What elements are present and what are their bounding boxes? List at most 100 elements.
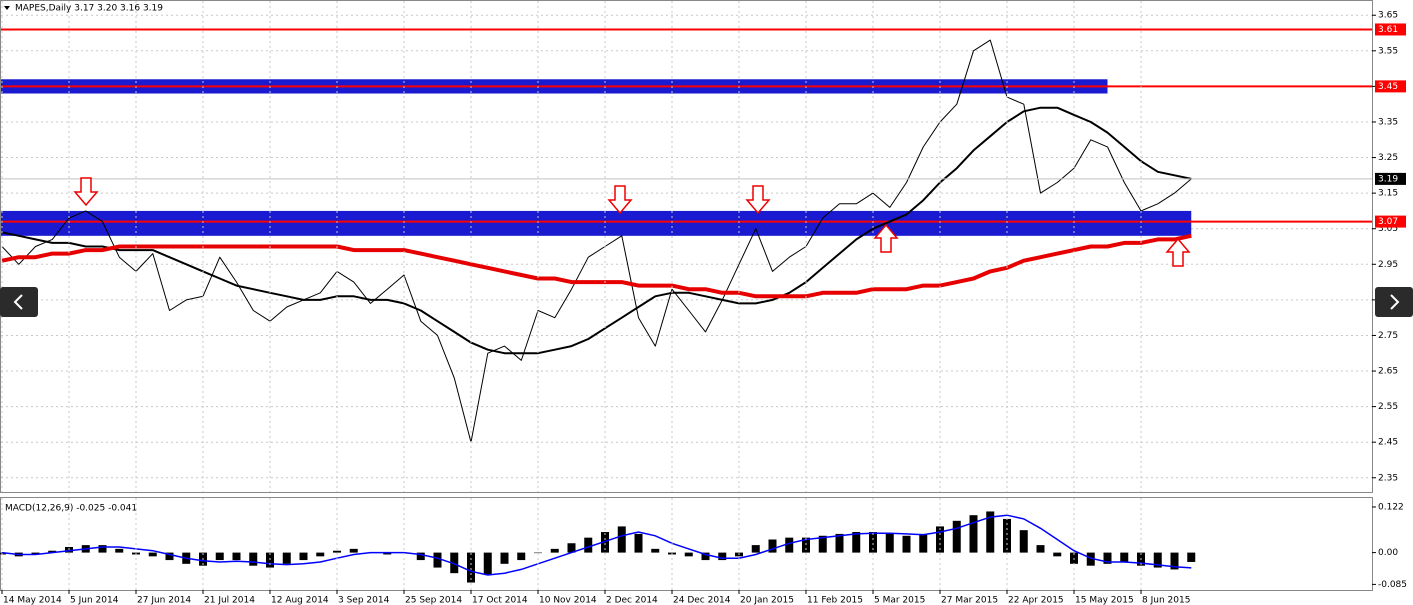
macd-bar xyxy=(1170,552,1179,570)
macd-bar xyxy=(282,552,291,564)
macd-bar xyxy=(835,533,844,553)
y-tick-label: 2.65 xyxy=(1378,367,1398,377)
macd-bar xyxy=(31,552,40,555)
macd-bar xyxy=(1103,552,1112,564)
macd-panel-frame xyxy=(0,497,1373,591)
macd-bar xyxy=(349,548,358,553)
down-arrow xyxy=(745,185,771,215)
macd-bar xyxy=(1003,518,1011,553)
macd-bar xyxy=(416,552,425,561)
macd-bar xyxy=(802,537,810,553)
macd-bar xyxy=(266,552,274,568)
macd-bar xyxy=(115,548,124,553)
macd-bar xyxy=(919,533,928,553)
macd-bar xyxy=(500,552,509,564)
macd-bar xyxy=(165,552,174,561)
macd-bar xyxy=(550,548,559,553)
x-tick-label: 25 Sep 2014 xyxy=(405,596,462,605)
x-tick-label: 3 Sep 2014 xyxy=(338,596,390,605)
macd-bar xyxy=(601,532,609,553)
x-tick-label: 14 May 2014 xyxy=(3,596,62,605)
macd-bar xyxy=(0,552,6,555)
down-arrow xyxy=(607,185,633,215)
x-tick-label: 10 Nov 2014 xyxy=(539,596,597,605)
x-tick-label: 24 Dec 2014 xyxy=(673,596,731,605)
y-tick-label: 3.15 xyxy=(1378,189,1398,199)
x-tick-label: 5 Jun 2014 xyxy=(70,596,119,605)
level-label: 3.07 xyxy=(1378,217,1398,227)
y-tick-label: 2.95 xyxy=(1378,260,1398,270)
y-tick-label: 3.55 xyxy=(1378,46,1398,56)
macd-bar xyxy=(969,515,978,553)
macd-bar xyxy=(232,552,241,561)
y-tick-label: 2.75 xyxy=(1378,331,1398,341)
y-tick-label: 2.45 xyxy=(1378,438,1398,448)
macd-bar xyxy=(1053,552,1062,557)
nav-prev[interactable] xyxy=(0,287,38,317)
price-panel-frame xyxy=(0,0,1373,493)
y-tick-label: 3.35 xyxy=(1378,117,1398,127)
x-tick-label: 5 Mar 2015 xyxy=(874,596,925,605)
macd-bar xyxy=(433,552,442,568)
x-tick-label: 21 Jul 2014 xyxy=(204,596,255,605)
macd-bar xyxy=(952,520,961,553)
price-line xyxy=(1,106,1192,355)
y-tick-label: -0.085 xyxy=(1378,580,1407,590)
macd-bar xyxy=(584,537,593,553)
macd-bar xyxy=(986,511,995,553)
macd-bar xyxy=(148,552,157,557)
macd-bar xyxy=(567,543,576,553)
nav-next[interactable] xyxy=(1375,287,1413,317)
macd-bar xyxy=(48,550,57,553)
y-tick-label: 3.05 xyxy=(1378,224,1398,234)
zone-band xyxy=(1,210,1192,236)
macd-bar xyxy=(534,552,542,554)
header-icon xyxy=(4,6,10,10)
x-tick-label: 2 Dec 2014 xyxy=(606,596,658,605)
x-tick-label: 8 Jun 2015 xyxy=(1142,596,1190,605)
macd-bar xyxy=(684,552,693,557)
macd-bar xyxy=(701,552,710,561)
down-arrow xyxy=(73,177,99,207)
macd-bar xyxy=(98,545,107,553)
macd-bar xyxy=(1086,552,1095,566)
macd-bar xyxy=(885,533,894,553)
nav-next-button[interactable] xyxy=(1375,287,1413,317)
y-tick-label: 3.25 xyxy=(1378,153,1398,163)
macd-bar xyxy=(869,532,877,553)
last-price-label: 3.19 xyxy=(1378,174,1398,184)
level-label-box xyxy=(1375,23,1406,36)
up-arrow xyxy=(1165,237,1191,267)
macd-bar xyxy=(215,552,224,561)
level-label-box xyxy=(1375,80,1406,93)
signal-arrows xyxy=(73,177,1191,267)
macd-bar xyxy=(450,552,459,574)
macd-bar xyxy=(785,537,794,553)
x-tick-label: 17 Oct 2014 xyxy=(472,596,528,605)
nav-prev-icon xyxy=(13,294,23,310)
price-line xyxy=(1,39,1192,443)
nav-prev-button[interactable] xyxy=(0,287,38,317)
macd-bar xyxy=(818,535,827,553)
macd-bar xyxy=(333,550,341,553)
chart-title: MAPES,Daily 3.17 3.20 3.16 3.19 xyxy=(15,4,163,14)
macd-bar xyxy=(299,552,308,561)
level-label: 3.61 xyxy=(1378,25,1398,35)
x-tick-label: 12 Aug 2014 xyxy=(271,596,329,605)
macd-bar xyxy=(517,552,526,561)
x-tick-label: 15 May 2015 xyxy=(1075,596,1134,605)
last-price-box xyxy=(1375,172,1406,185)
macd-bar xyxy=(768,539,777,553)
macd-bar xyxy=(1036,545,1045,553)
y-tick-label: 3.65 xyxy=(1378,11,1398,21)
up-arrow xyxy=(873,223,899,253)
x-tick-label: 20 Jan 2015 xyxy=(740,596,794,605)
macd-bar xyxy=(1120,552,1129,562)
macd-bar xyxy=(902,535,911,553)
macd-title: MACD(12,26,9) -0.025 -0.041 xyxy=(5,504,137,514)
price-line xyxy=(1,233,1192,299)
macd-bar xyxy=(1019,530,1028,553)
